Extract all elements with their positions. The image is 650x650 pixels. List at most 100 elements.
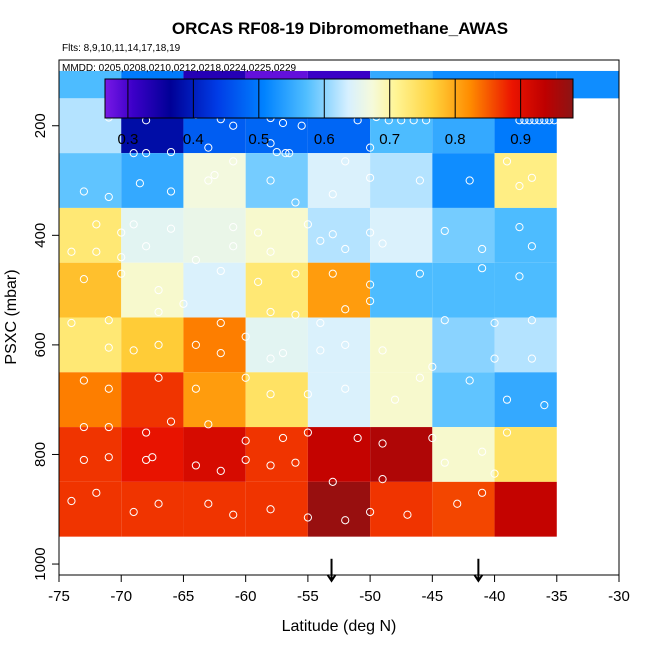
observation-point xyxy=(216,318,225,328)
heatmap-cell xyxy=(432,262,495,318)
observation-point xyxy=(366,296,375,306)
heatmap-cell xyxy=(59,481,122,537)
observation-point xyxy=(173,538,182,547)
heatmap-cell xyxy=(59,262,122,318)
heatmap-cell xyxy=(432,317,495,373)
observation-point xyxy=(154,307,163,317)
observation-point xyxy=(148,539,157,548)
x-tick-label: -40 xyxy=(484,588,506,605)
colorbar-tick-label: 0.7 xyxy=(379,131,400,148)
observation-point xyxy=(540,551,549,560)
observation-point xyxy=(185,538,194,547)
observation-point xyxy=(104,539,113,548)
observation-point xyxy=(465,376,474,385)
y-tick-label: 1000 xyxy=(32,547,49,580)
observation-point xyxy=(490,354,499,363)
colorbar-ticks: 0.3 0.4 0.5 0.6 0.7 0.8 0.9 xyxy=(117,79,531,148)
x-tick-label: -50 xyxy=(359,588,381,605)
observation-point xyxy=(609,116,619,125)
observation-point xyxy=(291,198,300,207)
observation-point xyxy=(117,253,126,262)
heatmap-cell xyxy=(307,481,371,537)
observation-point xyxy=(316,346,325,355)
observation-point xyxy=(142,428,151,437)
observation-point xyxy=(297,544,306,553)
x-tick-label: -65 xyxy=(173,588,195,605)
heatmap-cell xyxy=(307,207,371,263)
observation-point xyxy=(266,247,275,256)
observation-point xyxy=(515,181,524,191)
x-tick-label: -45 xyxy=(421,588,443,605)
observation-point xyxy=(368,559,377,569)
heatmap-cell xyxy=(307,262,371,318)
observation-point xyxy=(328,477,337,486)
heatmap-cell xyxy=(245,153,308,208)
y-tick-label: 600 xyxy=(32,332,49,357)
observation-point xyxy=(160,539,169,548)
observation-point xyxy=(303,390,312,399)
observation-point xyxy=(366,538,375,547)
observation-point xyxy=(415,176,424,185)
observation-point xyxy=(79,187,88,196)
observation-point xyxy=(478,447,487,456)
observation-point xyxy=(222,538,232,547)
observation-point xyxy=(216,266,225,276)
observation-point xyxy=(362,559,371,569)
observation-point xyxy=(104,316,113,325)
observation-point xyxy=(179,299,188,308)
y-axis-label: PSXC (mbar) xyxy=(3,269,20,364)
observation-point xyxy=(278,118,288,128)
observation-point xyxy=(478,244,487,254)
observation-point xyxy=(254,228,263,237)
heatmap-cell xyxy=(59,317,122,373)
heatmap-cell xyxy=(183,207,246,263)
observation-point xyxy=(366,228,375,237)
observation-point xyxy=(316,541,325,550)
observation-point xyxy=(403,510,412,519)
observation-point xyxy=(328,190,337,199)
observation-point xyxy=(154,499,163,508)
observation-point xyxy=(572,116,581,125)
observation-point xyxy=(191,461,200,470)
observation-point xyxy=(154,340,163,349)
heatmap-cell xyxy=(307,317,371,373)
observation-point xyxy=(142,149,151,158)
observation-point xyxy=(521,557,530,566)
observation-point xyxy=(98,539,107,548)
observation-point xyxy=(291,310,300,319)
observation-point xyxy=(278,349,288,358)
observation-point xyxy=(285,149,294,158)
observation-point xyxy=(527,354,536,363)
observation-points xyxy=(58,110,619,569)
observation-point xyxy=(110,539,120,548)
heatmap-cell xyxy=(121,262,184,318)
observation-point xyxy=(378,475,387,484)
observation-point xyxy=(92,220,101,229)
heatmap-cell xyxy=(494,372,557,428)
observation-point xyxy=(587,116,596,125)
observation-point xyxy=(278,544,288,553)
observation-point xyxy=(191,340,200,349)
observation-point xyxy=(229,242,238,251)
heatmap-cell xyxy=(183,372,246,428)
observation-point xyxy=(527,242,536,251)
heatmap-cell xyxy=(370,372,433,428)
observation-point xyxy=(515,223,524,232)
heatmap-cell xyxy=(307,153,371,208)
observation-point xyxy=(422,550,431,559)
heatmap-cell xyxy=(370,427,433,482)
observation-point xyxy=(366,143,375,152)
observation-point xyxy=(260,540,269,549)
observation-point xyxy=(216,539,225,548)
observation-point xyxy=(378,239,387,248)
observation-point xyxy=(266,390,275,399)
heatmap-cell xyxy=(59,372,122,428)
x-tick-label: -75 xyxy=(48,588,70,605)
observation-point xyxy=(341,516,350,525)
observation-point xyxy=(328,230,337,239)
heatmap-cell xyxy=(245,262,308,318)
observation-point xyxy=(440,316,449,325)
observation-point xyxy=(341,305,350,314)
observation-point xyxy=(440,226,449,236)
